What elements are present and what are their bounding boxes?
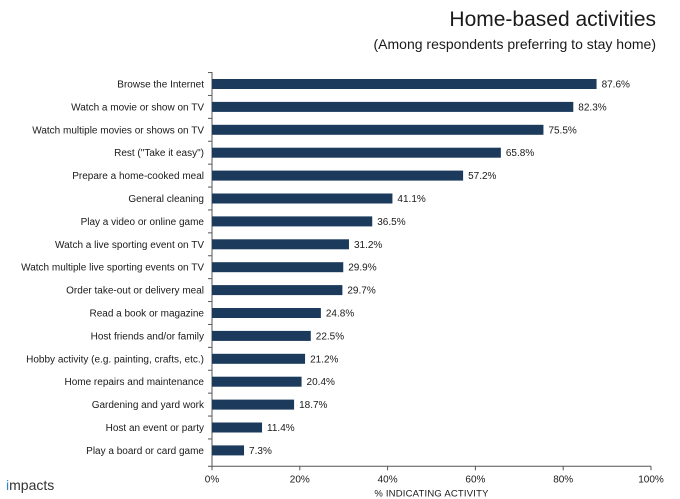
data-label: 36.5% xyxy=(377,217,405,228)
x-tick-label: 0% xyxy=(205,474,220,485)
bar xyxy=(212,376,302,387)
category-label: Order take-out or delivery meal xyxy=(66,286,204,297)
bar xyxy=(212,330,311,341)
data-label: 11.4% xyxy=(267,423,295,434)
x-tick-label: 60% xyxy=(465,474,485,485)
category-label: Browse the Internet xyxy=(117,80,204,91)
impacts-logo-icon: i xyxy=(6,477,10,493)
data-label: 57.2% xyxy=(468,171,496,182)
bar xyxy=(212,79,597,89)
category-label: Play a video or online game xyxy=(81,217,205,228)
bar xyxy=(212,308,321,318)
data-label: 29.7% xyxy=(347,286,375,297)
bar xyxy=(212,147,501,158)
bar xyxy=(212,239,349,250)
data-label: 7.3% xyxy=(249,446,272,457)
category-label: Watch multiple movies or shows on TV xyxy=(32,125,204,136)
category-label: Watch multiple live sporting events on T… xyxy=(21,263,204,274)
x-axis-title: % INDICATING ACTIVITY xyxy=(374,488,489,499)
bar xyxy=(212,193,393,204)
data-label: 21.2% xyxy=(310,354,338,365)
category-label: General cleaning xyxy=(128,194,204,205)
bar xyxy=(212,101,574,112)
impacts-logo-text: mpacts xyxy=(9,477,55,493)
data-label: 82.3% xyxy=(578,102,606,113)
data-label: 87.6% xyxy=(602,80,630,91)
category-label: Watch a live sporting event on TV xyxy=(55,240,204,251)
category-label: Read a book or magazine xyxy=(89,309,204,320)
bar xyxy=(212,399,295,410)
category-label: Gardening and yard work xyxy=(92,400,205,411)
data-label: 65.8% xyxy=(506,148,534,159)
x-tick-label: 20% xyxy=(290,474,310,485)
data-label: 24.8% xyxy=(326,309,354,320)
bar xyxy=(212,124,544,135)
x-tick-label: 40% xyxy=(378,474,398,485)
data-label: 29.9% xyxy=(348,263,376,274)
bar xyxy=(212,170,464,181)
bar xyxy=(212,445,245,456)
category-label: Prepare a home-cooked meal xyxy=(72,171,204,182)
bar xyxy=(212,285,343,296)
category-label: Host an event or party xyxy=(106,423,204,434)
chart-title: Home-based activities xyxy=(449,8,656,31)
x-tick-label: 80% xyxy=(553,474,573,485)
chart-subtitle: (Among respondents preferring to stay ho… xyxy=(373,36,656,52)
data-label: 20.4% xyxy=(307,377,335,388)
data-label: 18.7% xyxy=(299,400,327,411)
bar xyxy=(212,422,263,433)
category-label: Rest ("Take it easy") xyxy=(114,148,204,159)
category-label: Play a board or card game xyxy=(86,446,204,457)
bar xyxy=(212,262,344,273)
x-tick-label: 100% xyxy=(638,474,664,485)
category-label: Watch a movie or show on TV xyxy=(71,102,204,113)
data-label: 75.5% xyxy=(548,125,576,136)
data-label: 31.2% xyxy=(354,240,382,251)
category-label: Host friends and/or family xyxy=(91,331,204,342)
bar xyxy=(212,353,306,364)
data-label: 41.1% xyxy=(397,194,425,205)
data-label: 22.5% xyxy=(316,331,344,342)
impacts-logo: impacts xyxy=(6,477,54,493)
category-label: Hobby activity (e.g. painting, crafts, e… xyxy=(26,354,204,365)
bar xyxy=(212,216,373,227)
category-label: Home repairs and maintenance xyxy=(64,377,204,388)
